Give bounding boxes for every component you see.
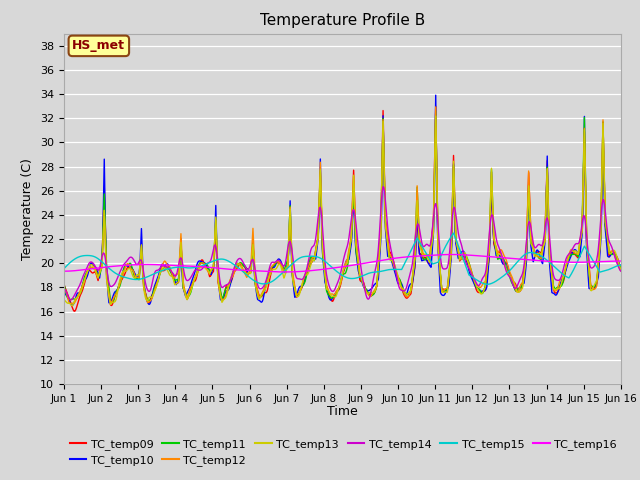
TC_temp10 xyxy=(71,298,79,304)
TC_temp09 xyxy=(617,267,625,273)
TC_temp15 xyxy=(184,265,192,271)
TC_temp11 xyxy=(617,264,625,270)
TC_temp16 xyxy=(70,268,78,274)
TC_temp16 xyxy=(282,269,289,275)
TC_temp15 xyxy=(214,257,221,263)
Line: TC_temp16: TC_temp16 xyxy=(64,254,621,272)
Title: Temperature Profile B: Temperature Profile B xyxy=(260,13,425,28)
TC_temp09 xyxy=(128,265,136,271)
Line: TC_temp09: TC_temp09 xyxy=(64,106,621,311)
TC_temp14 xyxy=(380,184,387,190)
Y-axis label: Temperature (C): Temperature (C) xyxy=(22,158,35,260)
TC_temp14 xyxy=(71,291,79,297)
TC_temp11 xyxy=(108,300,116,305)
TC_temp15 xyxy=(617,262,625,268)
TC_temp13 xyxy=(428,247,435,252)
TC_temp16 xyxy=(184,263,192,269)
TC_temp13 xyxy=(411,257,419,263)
TC_temp14 xyxy=(617,268,625,274)
TC_temp12 xyxy=(214,279,222,285)
TC_temp09 xyxy=(428,241,435,247)
TC_temp09 xyxy=(185,293,193,299)
TC_temp09 xyxy=(214,279,222,285)
TC_temp16 xyxy=(448,252,456,257)
TC_temp09 xyxy=(70,308,78,314)
TC_temp13 xyxy=(68,303,76,309)
TC_temp15 xyxy=(60,266,68,272)
TC_temp13 xyxy=(185,293,193,299)
TC_temp09 xyxy=(71,308,79,314)
X-axis label: Time: Time xyxy=(327,405,358,418)
Line: TC_temp11: TC_temp11 xyxy=(64,111,621,302)
TC_temp12 xyxy=(185,290,193,296)
Line: TC_temp15: TC_temp15 xyxy=(64,233,621,284)
Text: HS_met: HS_met xyxy=(72,39,125,52)
TC_temp16 xyxy=(214,265,221,271)
TC_temp14 xyxy=(128,255,136,261)
TC_temp10 xyxy=(617,264,625,270)
TC_temp12 xyxy=(67,300,74,306)
TC_temp13 xyxy=(432,113,440,119)
Line: TC_temp10: TC_temp10 xyxy=(64,95,621,305)
TC_temp11 xyxy=(185,293,193,299)
TC_temp15 xyxy=(484,281,492,287)
TC_temp10 xyxy=(60,288,68,294)
TC_temp11 xyxy=(432,108,440,114)
TC_temp12 xyxy=(60,285,68,291)
TC_temp10 xyxy=(68,302,76,308)
TC_temp16 xyxy=(411,253,419,259)
Line: TC_temp13: TC_temp13 xyxy=(64,116,621,306)
TC_temp16 xyxy=(127,262,135,268)
TC_temp11 xyxy=(128,265,136,271)
TC_temp12 xyxy=(411,254,419,260)
TC_temp14 xyxy=(412,232,419,238)
TC_temp12 xyxy=(617,268,625,274)
TC_temp16 xyxy=(428,252,435,258)
TC_temp16 xyxy=(617,258,625,264)
Line: TC_temp12: TC_temp12 xyxy=(64,107,621,303)
TC_temp13 xyxy=(71,297,79,303)
TC_temp14 xyxy=(428,232,436,238)
Legend: TC_temp09, TC_temp10, TC_temp11, TC_temp12, TC_temp13, TC_temp14, TC_temp15, TC_: TC_temp09, TC_temp10, TC_temp11, TC_temp… xyxy=(70,439,617,466)
TC_temp14 xyxy=(60,286,68,292)
TC_temp15 xyxy=(450,230,458,236)
TC_temp09 xyxy=(60,282,68,288)
TC_temp11 xyxy=(411,257,419,263)
TC_temp15 xyxy=(70,257,78,263)
TC_temp11 xyxy=(70,296,78,302)
TC_temp12 xyxy=(71,300,79,305)
TC_temp10 xyxy=(185,287,193,293)
TC_temp14 xyxy=(185,277,193,283)
TC_temp10 xyxy=(428,264,435,270)
TC_temp10 xyxy=(128,266,136,272)
TC_temp13 xyxy=(617,267,625,273)
TC_temp16 xyxy=(60,268,68,274)
TC_temp10 xyxy=(432,92,440,98)
TC_temp13 xyxy=(128,272,136,277)
TC_temp11 xyxy=(428,246,435,252)
TC_temp15 xyxy=(410,241,418,247)
TC_temp12 xyxy=(128,267,136,273)
TC_temp14 xyxy=(214,262,222,268)
TC_temp15 xyxy=(426,257,434,263)
TC_temp09 xyxy=(411,265,419,271)
TC_temp10 xyxy=(411,264,419,269)
TC_temp13 xyxy=(214,276,222,281)
TC_temp12 xyxy=(432,104,440,110)
TC_temp10 xyxy=(214,276,222,282)
TC_temp11 xyxy=(214,274,222,280)
TC_temp11 xyxy=(60,281,68,287)
TC_temp09 xyxy=(432,103,440,109)
TC_temp15 xyxy=(127,276,135,282)
TC_temp13 xyxy=(60,296,68,302)
Line: TC_temp14: TC_temp14 xyxy=(64,187,621,300)
TC_temp12 xyxy=(428,240,435,245)
TC_temp14 xyxy=(67,297,75,303)
